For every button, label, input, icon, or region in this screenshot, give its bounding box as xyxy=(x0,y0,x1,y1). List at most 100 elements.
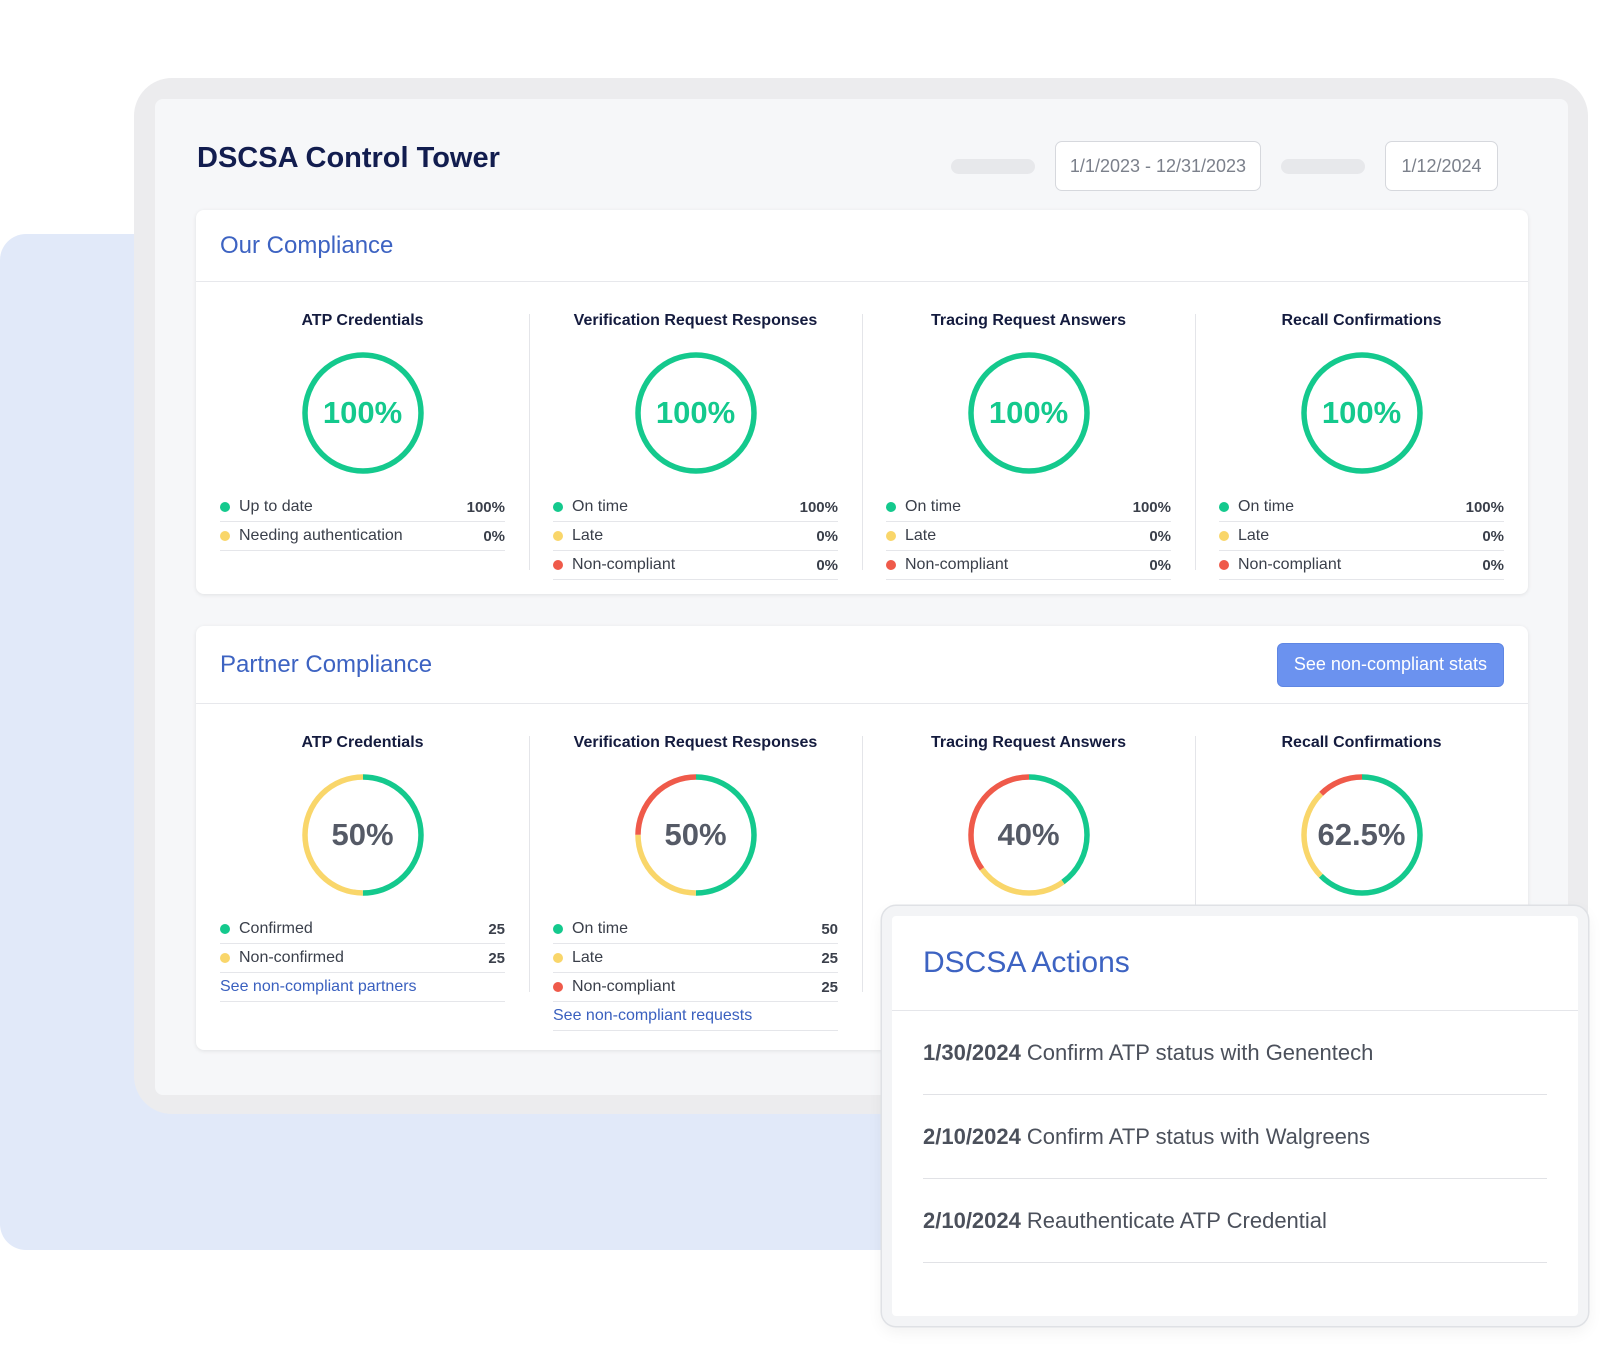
stat-label: Late xyxy=(905,527,937,544)
action-text: Reauthenticate ATP Credential xyxy=(1026,1207,1327,1233)
action-item[interactable]: 1/30/2024 Confirm ATP status with Genente… xyxy=(923,1011,1547,1095)
see-non-compliant-partners-link[interactable]: See non-compliant partners xyxy=(220,973,505,1002)
stat-label: Non-compliant xyxy=(905,556,1009,573)
stat-row: Non-compliant 0% xyxy=(1219,551,1504,580)
donut-ring xyxy=(634,352,757,474)
stat-label: Non-compliant xyxy=(1238,556,1342,573)
stat-label: On time xyxy=(572,920,629,937)
metric-column: Tracing Request Answers 40% xyxy=(862,734,1195,1031)
stat-row: Non-confirmed 25 xyxy=(220,944,505,973)
our-compliance-card: Our Compliance ATP Credentials 100% Up t… xyxy=(196,210,1528,594)
dscsa-actions-card: DSCSA Actions 1/30/2024 Confirm ATP statu… xyxy=(882,906,1588,1326)
metric-title: Tracing Request Answers xyxy=(930,734,1127,751)
stat-value: 25 xyxy=(488,949,505,967)
green-status-dot xyxy=(553,502,563,512)
action-date: 2/10/2024 xyxy=(923,1207,1021,1233)
stat-value: 0% xyxy=(1482,527,1504,545)
stat-value: 25 xyxy=(488,920,505,938)
stat-label: Needing authentication xyxy=(239,527,403,544)
stat-label: On time xyxy=(905,498,962,515)
stat-row: On time 50 xyxy=(553,915,838,944)
donut-value: 100% xyxy=(988,395,1069,430)
stat-label: Non-compliant xyxy=(572,978,676,995)
donut-value: 50% xyxy=(331,817,394,852)
donut-segment-yellow xyxy=(967,774,1090,896)
yellow-status-dot xyxy=(886,531,896,541)
date-range-picker[interactable]: 1/1/2023 - 12/31/2023 xyxy=(1055,141,1261,191)
stat-value: 50 xyxy=(821,920,838,938)
stat-label: Up to date xyxy=(239,498,313,515)
yellow-status-dot xyxy=(553,531,563,541)
stat-label: On time xyxy=(1238,498,1295,515)
metric-title: Verification Request Responses xyxy=(573,734,818,751)
donut-chart: 50% xyxy=(634,773,758,897)
donut-chart: 62.5% xyxy=(1300,773,1424,897)
stat-row: Late 0% xyxy=(1219,522,1504,551)
stat-row: On time 100% xyxy=(1219,493,1504,522)
metric-title: Recall Confirmations xyxy=(1281,734,1442,751)
stat-row: Up to date 100% xyxy=(220,493,505,522)
stat-value: 0% xyxy=(816,556,838,574)
stat-row: Non-compliant 0% xyxy=(553,551,838,580)
stat-row: Non-compliant 0% xyxy=(886,551,1171,580)
stat-row: Late 0% xyxy=(553,522,838,551)
stat-value: 25 xyxy=(821,978,838,996)
donut-chart: 50% xyxy=(301,773,425,897)
metric-columns: ATP Credentials 100% Up to date 100% Need… xyxy=(196,282,1528,580)
stat-value: 100% xyxy=(1465,498,1504,516)
donut-segment-red xyxy=(634,774,757,896)
date-label-placeholder xyxy=(1281,159,1365,174)
action-item[interactable]: 2/10/2024 Confirm ATP status with Walgree… xyxy=(923,1095,1547,1179)
donut-chart: 100% xyxy=(301,351,425,475)
green-status-dot xyxy=(220,924,230,934)
yellow-status-dot xyxy=(220,531,230,541)
card-title: Partner Compliance xyxy=(220,650,433,678)
donut-segment-yellow xyxy=(1300,774,1423,896)
stat-value: 0% xyxy=(1482,556,1504,574)
card-header: Our Compliance xyxy=(196,210,1528,282)
donut-ring xyxy=(1300,774,1423,896)
page-title: DSCSA Control Tower xyxy=(197,142,500,174)
date-picker[interactable]: 1/12/2024 xyxy=(1385,141,1498,191)
metric-column: ATP Credentials 100% Up to date 100% Need… xyxy=(196,312,529,580)
donut-value: 62.5% xyxy=(1317,817,1406,852)
green-status-dot xyxy=(1219,502,1229,512)
red-status-dot xyxy=(1219,560,1229,570)
red-status-dot xyxy=(886,560,896,570)
card-title: Our Compliance xyxy=(220,231,394,259)
yellow-status-dot xyxy=(1219,531,1229,541)
red-status-dot xyxy=(553,982,563,992)
donut-ring xyxy=(967,352,1090,474)
stat-value: 100% xyxy=(466,498,505,516)
stat-row: Late 0% xyxy=(886,522,1171,551)
stat-value: 0% xyxy=(816,527,838,545)
metric-title: Recall Confirmations xyxy=(1281,312,1442,329)
stat-row: Late 25 xyxy=(553,944,838,973)
donut-ring xyxy=(301,352,424,474)
donut-value: 100% xyxy=(322,395,403,430)
green-status-dot xyxy=(886,502,896,512)
action-text: Confirm ATP status with Walgreens xyxy=(1026,1123,1371,1149)
action-item[interactable]: 2/10/2024 Reauthenticate ATP Credential xyxy=(923,1179,1547,1263)
donut-chart: 100% xyxy=(634,351,758,475)
donut-segment-red xyxy=(1300,774,1423,896)
stat-value: 100% xyxy=(799,498,838,516)
donut-ring xyxy=(634,774,757,896)
see-non-compliant-requests-link[interactable]: See non-compliant requests xyxy=(553,1002,838,1031)
stat-label: Confirmed xyxy=(239,920,313,937)
donut-ring xyxy=(967,774,1090,896)
green-status-dot xyxy=(553,924,563,934)
action-text: Confirm ATP status with Genentech xyxy=(1026,1039,1374,1065)
metric-column: Recall Confirmations 62.5% xyxy=(1195,734,1528,1031)
yellow-status-dot xyxy=(553,953,563,963)
stat-row: On time 100% xyxy=(886,493,1171,522)
donut-segment-yellow xyxy=(634,774,757,896)
stat-row: On time 100% xyxy=(553,493,838,522)
donut-segment-green xyxy=(967,352,1090,474)
see-non-compliant-stats-button[interactable]: See non-compliant stats xyxy=(1276,642,1504,687)
donut-segment-green xyxy=(1300,352,1423,474)
action-date: 1/30/2024 xyxy=(923,1039,1021,1065)
card-header: Partner Compliance See non-compliant sta… xyxy=(196,626,1528,704)
stat-value: 25 xyxy=(821,949,838,967)
metric-columns: ATP Credentials 50% Confirmed 25 Non-conf… xyxy=(196,704,1528,1031)
